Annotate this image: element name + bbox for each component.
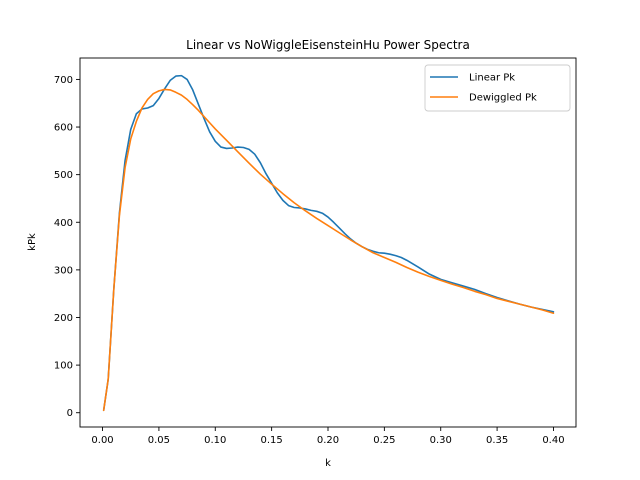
legend-box bbox=[424, 64, 571, 112]
y-tick-label: 300 bbox=[54, 265, 73, 276]
x-tick-label: 0.40 bbox=[542, 435, 564, 446]
x-tick-label: 0.20 bbox=[317, 435, 339, 446]
x-axis: 0.00 0.05 0.10 0.15 0.20 0.25 0.30 0.35 0.40 bbox=[91, 427, 565, 446]
series-line-1 bbox=[102, 88, 555, 412]
y-tick-label: 600 bbox=[54, 123, 73, 134]
x-tick-label: 0.15 bbox=[261, 435, 283, 446]
x-tick-label: 0.10 bbox=[204, 435, 226, 446]
legend-label: Dewiggled Pk bbox=[469, 93, 537, 104]
y-axis: 0 100 200 300 400 500 600 700 bbox=[54, 75, 80, 419]
y-tick-label: 700 bbox=[54, 75, 73, 86]
y-axis-label: kPk bbox=[27, 233, 38, 251]
y-tick-label: 500 bbox=[54, 170, 73, 181]
legend-label: Linear Pk bbox=[469, 73, 515, 84]
x-tick-label: 0.25 bbox=[373, 435, 395, 446]
x-tick-label: 0.30 bbox=[430, 435, 452, 446]
x-tick-label: 0.35 bbox=[486, 435, 508, 446]
series-line-0 bbox=[102, 74, 555, 412]
legend: Linear Pk Dewiggled Pk bbox=[424, 64, 571, 112]
y-tick-label: 200 bbox=[54, 313, 73, 324]
x-axis-label: k bbox=[325, 458, 331, 469]
y-tick-label: 400 bbox=[54, 218, 73, 229]
y-tick-label: 0 bbox=[67, 408, 73, 419]
y-tick-label: 100 bbox=[54, 361, 73, 372]
chart-title: Linear vs NoWiggleEisensteinHu Power Spe… bbox=[186, 38, 470, 52]
x-tick-label: 0.05 bbox=[148, 435, 170, 446]
x-tick-label: 0.00 bbox=[91, 435, 113, 446]
